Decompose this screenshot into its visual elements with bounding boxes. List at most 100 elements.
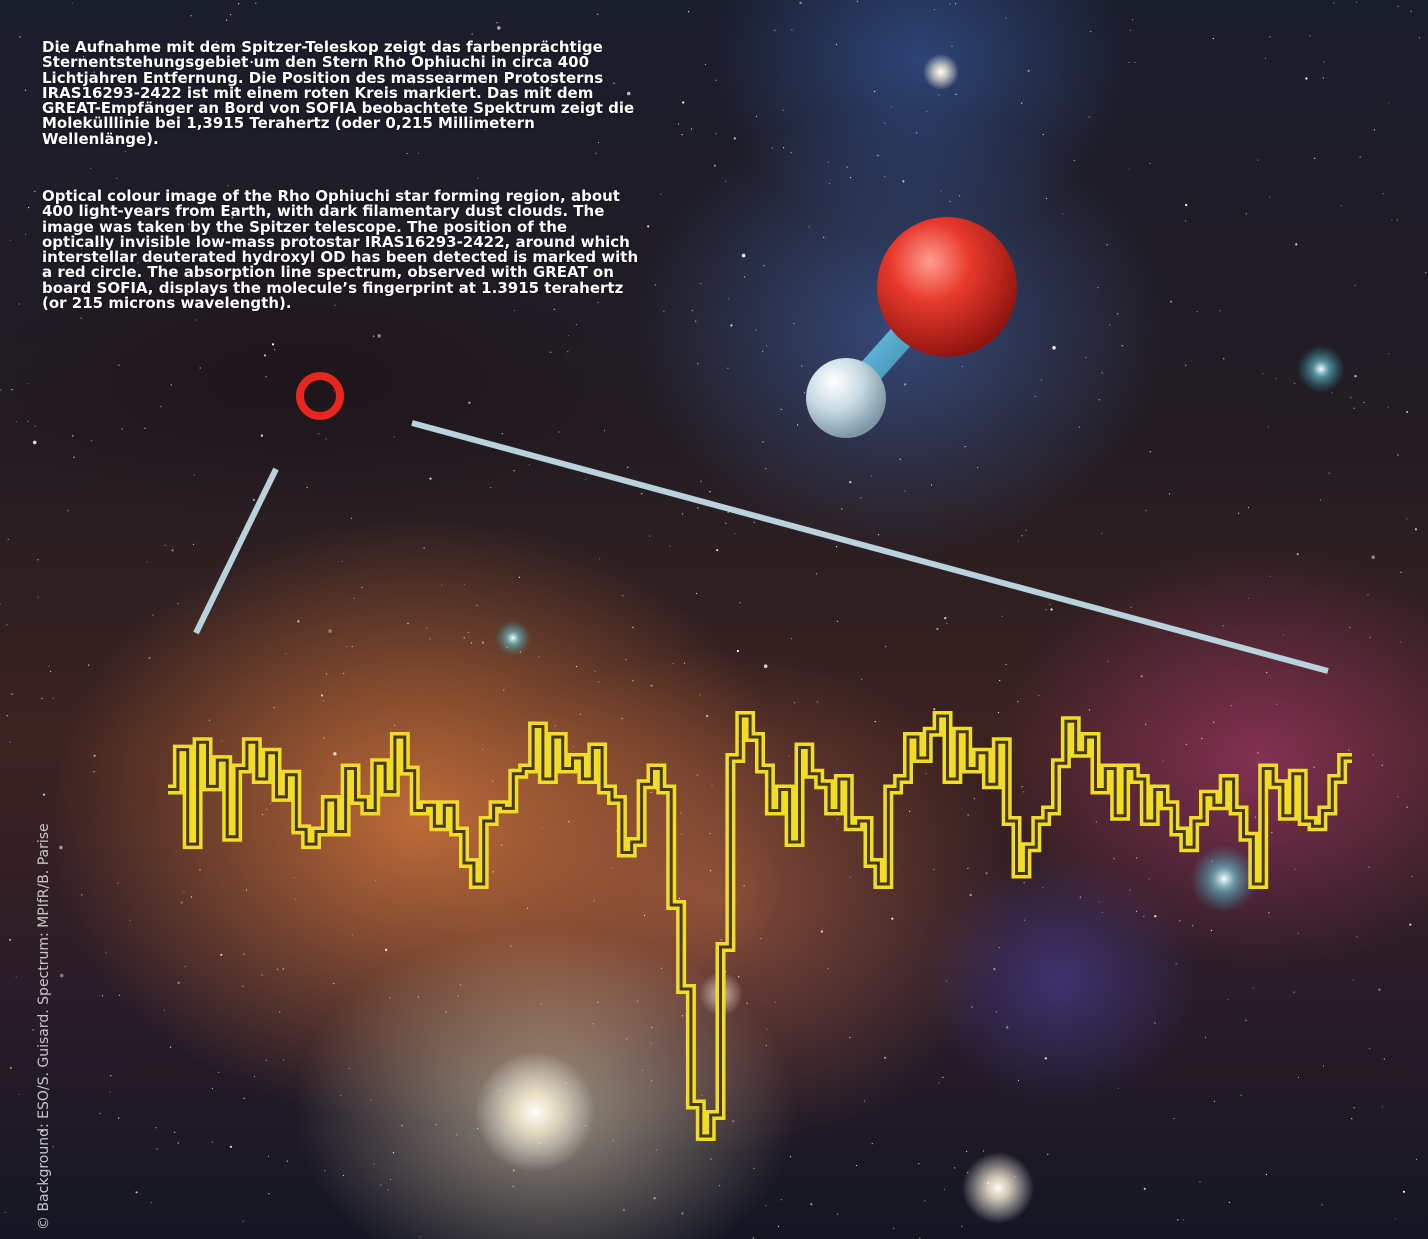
star: [412, 83, 414, 85]
star: [286, 1160, 288, 1162]
star: [641, 493, 643, 495]
star: [0, 389, 2, 391]
star: [1005, 17, 1007, 19]
star: [1145, 510, 1147, 512]
star: [766, 1028, 768, 1030]
star: [678, 123, 680, 125]
star: [736, 649, 740, 653]
star: [752, 1237, 754, 1239]
star: [815, 573, 818, 575]
star: [595, 152, 597, 154]
star: [967, 814, 969, 816]
star: [955, 93, 957, 95]
star: [9, 741, 11, 743]
star: [1212, 38, 1214, 40]
star: [632, 680, 634, 682]
star: [266, 808, 268, 810]
star: [1399, 641, 1401, 643]
star: [933, 708, 936, 711]
star: [1078, 426, 1080, 428]
star: [577, 276, 579, 278]
star: [1356, 936, 1358, 938]
star: [1391, 219, 1393, 221]
star: [118, 994, 121, 996]
star: [893, 1227, 895, 1229]
star: [1415, 1158, 1417, 1160]
star: [58, 50, 61, 53]
star: [973, 798, 976, 800]
star: [765, 1044, 768, 1046]
star: [449, 71, 451, 73]
star: [227, 185, 229, 187]
star: [916, 132, 918, 134]
star: [15, 976, 17, 978]
star: [333, 752, 337, 756]
star: [177, 603, 179, 605]
star: [542, 111, 544, 113]
star: [641, 1069, 644, 1071]
star: [850, 177, 852, 179]
star: [1397, 5, 1399, 7]
star: [1387, 406, 1389, 408]
star: [4, 1211, 6, 1213]
star: [93, 71, 95, 73]
star: [230, 14, 232, 16]
star: [1098, 399, 1100, 401]
star: [597, 302, 599, 304]
star: [1297, 1076, 1300, 1079]
star: [681, 134, 683, 136]
star: [696, 592, 698, 595]
star: [753, 1167, 755, 1170]
star: [885, 646, 887, 648]
star: [946, 980, 948, 982]
star: [777, 1225, 780, 1228]
star: [1352, 979, 1354, 981]
star: [1097, 287, 1099, 289]
star: [1333, 2, 1335, 4]
star: [456, 1134, 458, 1136]
star: [540, 1003, 542, 1005]
protostar-marker-circle: [296, 372, 344, 420]
star: [1321, 1204, 1323, 1206]
star: [351, 645, 353, 648]
star: [11, 693, 13, 695]
star: [863, 1100, 866, 1102]
star: [72, 435, 74, 437]
star: [368, 106, 370, 108]
star: [727, 367, 729, 369]
star: [1293, 991, 1295, 993]
star: [762, 441, 764, 443]
star: [9, 239, 11, 241]
star: [1129, 889, 1131, 891]
star: [93, 754, 96, 757]
star: [933, 9, 936, 11]
star: [1045, 609, 1047, 611]
star: [1269, 196, 1271, 198]
star: [1388, 102, 1390, 104]
star: [470, 642, 473, 644]
star: [1230, 705, 1232, 707]
star: [1373, 129, 1375, 131]
star: [263, 354, 267, 357]
star: [1170, 300, 1173, 303]
star: [672, 663, 674, 665]
star: [1185, 203, 1188, 207]
star: [741, 253, 746, 258]
star: [169, 1046, 172, 1048]
star: [1210, 929, 1212, 932]
star: [152, 614, 154, 616]
star: [715, 133, 717, 135]
star: [720, 939, 722, 941]
star: [374, 880, 377, 882]
star: [1017, 540, 1019, 542]
star: [190, 896, 192, 898]
star: [1228, 1201, 1230, 1203]
star: [650, 1042, 652, 1044]
star: [946, 622, 948, 625]
star: [476, 604, 478, 607]
star: [823, 236, 825, 238]
star: [1402, 1190, 1405, 1193]
star: [393, 436, 395, 438]
star: [340, 1094, 342, 1096]
star: [320, 694, 324, 697]
